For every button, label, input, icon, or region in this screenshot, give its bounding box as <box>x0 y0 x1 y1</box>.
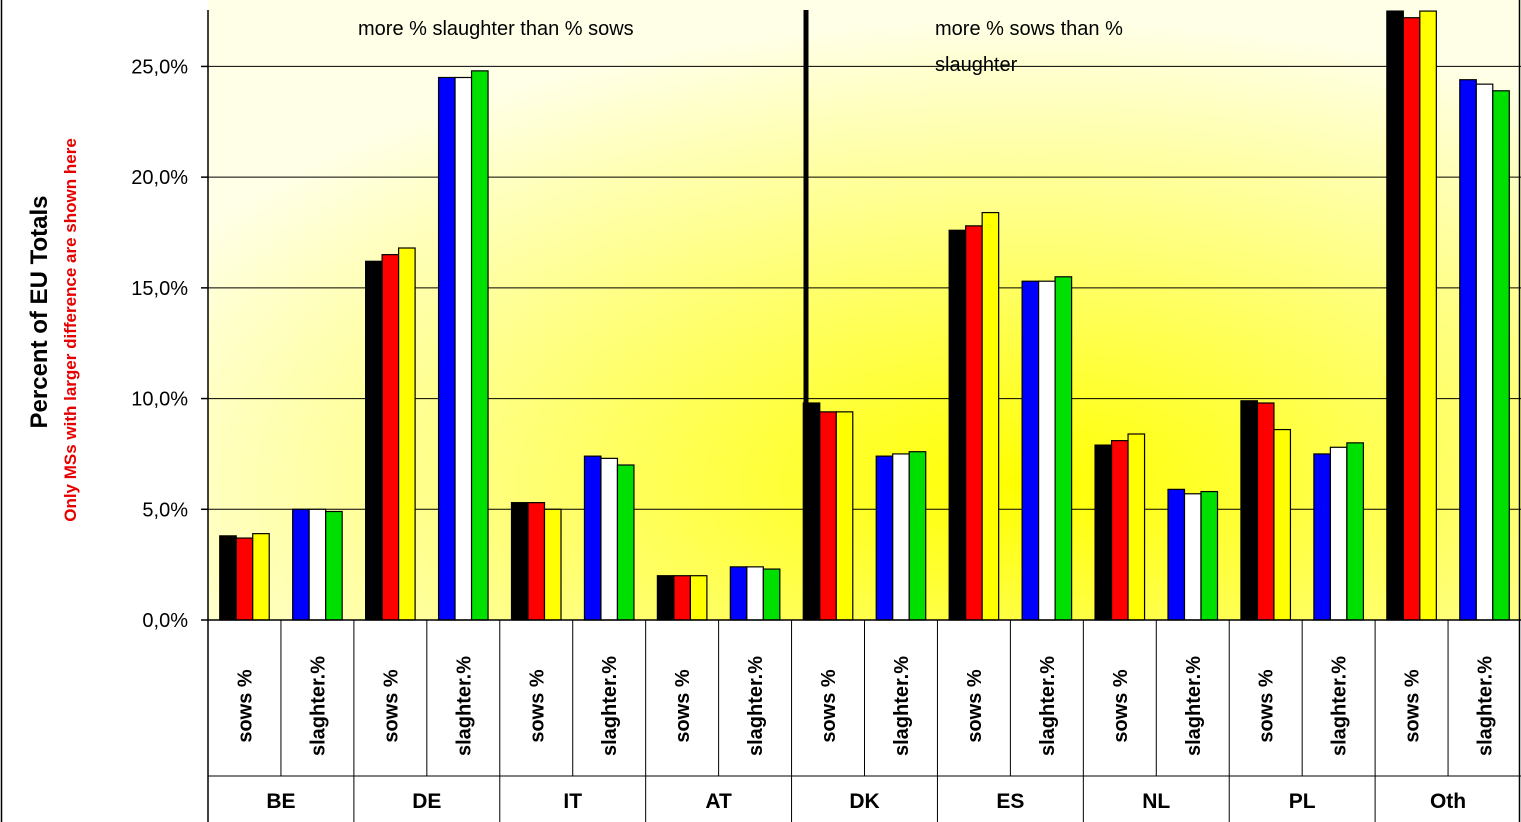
annotation-right-line2: slaughter <box>935 54 1018 76</box>
bar-oth-slaughter-1 <box>1475 83 1494 621</box>
category-label: slaghter.% <box>1037 656 1059 756</box>
bar-pl-sows-1 <box>1256 402 1275 621</box>
category-label: sows % <box>234 669 256 743</box>
plot-area <box>208 0 1521 620</box>
bar-nl-slaughter-0 <box>1167 488 1186 621</box>
bar-pl-slaughter-0 <box>1313 453 1331 621</box>
bar-be-slaughter-0 <box>292 508 310 621</box>
bar-nl-slaughter-2 <box>1200 490 1219 621</box>
gridlines <box>208 65 1521 510</box>
annotation-right-line1: more % sows than % <box>935 18 1123 40</box>
x-axis-labels: sows % slaghter.% BE sows % slaghter.% DE sows… <box>208 620 1521 822</box>
group-label-at: AT <box>705 790 732 813</box>
bar-be-sows-0 <box>219 535 237 621</box>
category-label: sows % <box>818 669 840 743</box>
bar-de-slaughter-1 <box>454 76 473 621</box>
bar-es-sows-0 <box>948 229 967 621</box>
category-label: sows % <box>1402 669 1424 743</box>
group-label-de: DE <box>412 790 441 813</box>
category-label: sows % <box>1256 669 1278 743</box>
bar-at-sows-0 <box>656 575 675 621</box>
group-label-es: ES <box>996 790 1024 813</box>
bar-it-sows-1 <box>527 502 546 621</box>
category-label: slaghter.% <box>599 656 621 756</box>
category-label: sows % <box>672 669 694 743</box>
category-label: slaghter.% <box>453 656 475 756</box>
bar-oth-sows-2 <box>1419 10 1437 621</box>
group-label-oth: Oth <box>1430 790 1466 813</box>
bar-es-slaughter-2 <box>1054 276 1073 621</box>
group-label-dk: DK <box>849 790 879 813</box>
bar-oth-slaughter-2 <box>1492 90 1510 621</box>
group-label-nl: NL <box>1142 790 1170 813</box>
bar-es-sows-2 <box>981 211 1000 621</box>
bar-be-sows-1 <box>235 537 254 621</box>
bar-be-sows-2 <box>252 533 270 621</box>
bar-pl-slaughter-1 <box>1329 446 1348 621</box>
y-tick-label: 10,0% <box>131 389 188 411</box>
bar-at-slaughter-1 <box>746 566 764 621</box>
bar-pl-sows-0 <box>1240 400 1259 621</box>
bar-it-slaughter-2 <box>616 464 635 621</box>
bar-dk-slaughter-0 <box>875 455 894 621</box>
bar-at-sows-1 <box>673 575 691 621</box>
annotation-left: more % slaughter than % sows <box>358 18 634 40</box>
bar-nl-sows-1 <box>1110 440 1129 621</box>
category-label: sows % <box>380 669 402 743</box>
group-label-be: BE <box>266 790 295 813</box>
category-label: sows % <box>1110 669 1132 743</box>
bar-dk-slaughter-2 <box>908 451 927 621</box>
bar-de-sows-1 <box>381 254 400 621</box>
category-label: slaghter.% <box>307 656 329 756</box>
bar-pl-sows-2 <box>1273 428 1292 621</box>
bar-it-slaughter-1 <box>600 457 619 621</box>
bar-nl-sows-2 <box>1127 433 1146 621</box>
y-tick-label: 15,0% <box>131 278 188 300</box>
bar-at-sows-2 <box>689 575 708 621</box>
bars <box>219 10 1510 621</box>
y-axis-title: Percent of EU Totals <box>26 196 53 429</box>
y-tick-label: 0,0% <box>142 610 188 632</box>
y-tick-label: 20,0% <box>131 167 188 189</box>
bar-dk-sows-2 <box>835 411 854 621</box>
bar-de-slaughter-0 <box>437 76 456 621</box>
y-tick-labels: 0,0% 5,0% 10,0% 15,0% 20,0% 25,0% <box>131 56 208 632</box>
bar-oth-slaughter-0 <box>1459 79 1477 621</box>
bar-oth-sows-0 <box>1386 10 1404 621</box>
bar-pl-slaughter-2 <box>1346 442 1364 621</box>
y-tick-label: 25,0% <box>131 56 188 78</box>
bar-it-slaughter-0 <box>583 455 602 621</box>
bar-oth-sows-1 <box>1402 17 1421 621</box>
bar-nl-sows-0 <box>1094 444 1113 621</box>
bar-at-slaughter-2 <box>762 568 781 621</box>
bar-it-sows-2 <box>543 508 562 621</box>
group-label-pl: PL <box>1289 790 1316 813</box>
y-tick-label: 5,0% <box>142 499 188 521</box>
category-label: sows % <box>964 669 986 743</box>
category-label: slaghter.% <box>745 656 767 756</box>
bar-es-slaughter-0 <box>1021 280 1040 621</box>
category-label: slaghter.% <box>891 656 913 756</box>
bar-at-slaughter-0 <box>729 566 748 621</box>
category-label: sows % <box>526 669 548 743</box>
category-label: slaghter.% <box>1183 656 1205 756</box>
bar-de-sows-0 <box>365 260 383 621</box>
bar-es-slaughter-1 <box>1038 280 1056 621</box>
group-label-it: IT <box>563 790 582 813</box>
bar-it-sows-0 <box>510 502 529 621</box>
y-axis-note: Only MSs with larger difference are show… <box>61 138 80 522</box>
category-label: slaghter.% <box>1329 656 1351 756</box>
bar-de-sows-2 <box>398 247 416 621</box>
bar-es-sows-1 <box>965 225 983 621</box>
bar-be-slaughter-1 <box>308 508 327 621</box>
bar-be-slaughter-2 <box>325 510 343 621</box>
bar-de-slaughter-2 <box>470 70 489 621</box>
category-label: slaghter.% <box>1475 656 1497 756</box>
bar-nl-slaughter-1 <box>1183 493 1202 621</box>
bar-dk-sows-1 <box>819 411 837 621</box>
bar-dk-slaughter-1 <box>892 453 910 621</box>
